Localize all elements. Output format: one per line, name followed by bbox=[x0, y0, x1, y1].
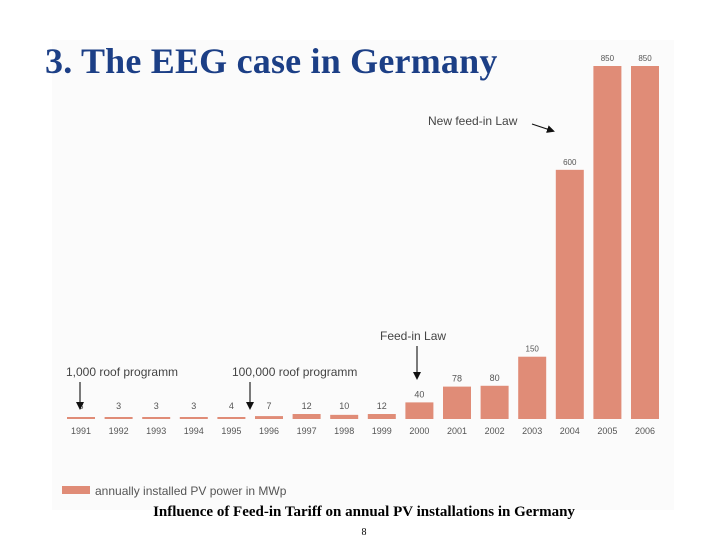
bar-1993 bbox=[142, 417, 171, 419]
bar-1995 bbox=[217, 417, 246, 419]
legend-swatch bbox=[62, 486, 90, 494]
value-label-2002: 80 bbox=[490, 373, 500, 383]
annotation-arrow-4 bbox=[531, 123, 555, 133]
slide-caption: Influence of Feed-in Tariff on annual PV… bbox=[153, 504, 575, 520]
value-label-1991: 3 bbox=[78, 401, 83, 411]
tick-label-2006: 2006 bbox=[635, 426, 655, 436]
value-label-2004: 600 bbox=[563, 158, 577, 167]
bar-2000 bbox=[405, 402, 434, 419]
bar-1996 bbox=[255, 416, 283, 419]
tick-label-1998: 1998 bbox=[334, 426, 354, 436]
slide-title: 3. The EEG case in Germany bbox=[45, 41, 498, 81]
bar-2006 bbox=[631, 66, 659, 419]
value-label-2000: 40 bbox=[414, 389, 424, 399]
bar-2005 bbox=[593, 66, 622, 419]
annotation-label-1: 1,000 roof programm bbox=[66, 365, 178, 379]
annotation-label-2: 100,000 roof programm bbox=[232, 365, 357, 379]
tick-label-2001: 2001 bbox=[447, 426, 467, 436]
annotation-label-4: New feed-in Law bbox=[428, 114, 518, 128]
bar-2001 bbox=[443, 386, 471, 419]
tick-label-1994: 1994 bbox=[184, 426, 204, 436]
value-label-2006: 850 bbox=[638, 54, 652, 63]
value-label-1992: 3 bbox=[116, 401, 121, 411]
value-label-2001: 78 bbox=[452, 374, 462, 384]
tick-label-1992: 1992 bbox=[109, 426, 129, 436]
tick-label-1995: 1995 bbox=[221, 426, 241, 436]
bar-1997 bbox=[292, 414, 321, 419]
tick-label-1997: 1997 bbox=[297, 426, 317, 436]
value-label-1994: 3 bbox=[191, 401, 196, 411]
value-label-1999: 12 bbox=[377, 401, 387, 411]
value-label-1995: 4 bbox=[229, 401, 234, 411]
tick-label-2000: 2000 bbox=[409, 426, 429, 436]
tick-label-1999: 1999 bbox=[372, 426, 392, 436]
legend-label: annually installed PV power in MWp bbox=[95, 484, 287, 498]
bar-2004 bbox=[555, 169, 584, 419]
tick-label-2003: 2003 bbox=[522, 426, 542, 436]
bar-1999 bbox=[367, 414, 396, 419]
value-label-1997: 12 bbox=[302, 401, 312, 411]
value-label-1993: 3 bbox=[154, 401, 159, 411]
bar-1991 bbox=[67, 417, 95, 419]
value-label-2005: 850 bbox=[601, 54, 615, 63]
value-label-1996: 7 bbox=[266, 401, 271, 411]
bar-1994 bbox=[179, 417, 208, 419]
tick-label-1993: 1993 bbox=[146, 426, 166, 436]
annotation-label-3: Feed-in Law bbox=[380, 329, 446, 343]
bar-2002 bbox=[480, 385, 509, 419]
page-number: 8 bbox=[361, 527, 367, 538]
value-label-1998: 10 bbox=[339, 401, 349, 411]
value-label-2003: 150 bbox=[526, 345, 540, 354]
tick-label-1996: 1996 bbox=[259, 426, 279, 436]
tick-label-1991: 1991 bbox=[71, 426, 91, 436]
tick-label-2004: 2004 bbox=[560, 426, 580, 436]
tick-label-2005: 2005 bbox=[597, 426, 617, 436]
bar-2003 bbox=[518, 356, 547, 419]
bar-1992 bbox=[104, 417, 133, 419]
tick-label-2002: 2002 bbox=[485, 426, 505, 436]
bar-1998 bbox=[330, 414, 359, 419]
